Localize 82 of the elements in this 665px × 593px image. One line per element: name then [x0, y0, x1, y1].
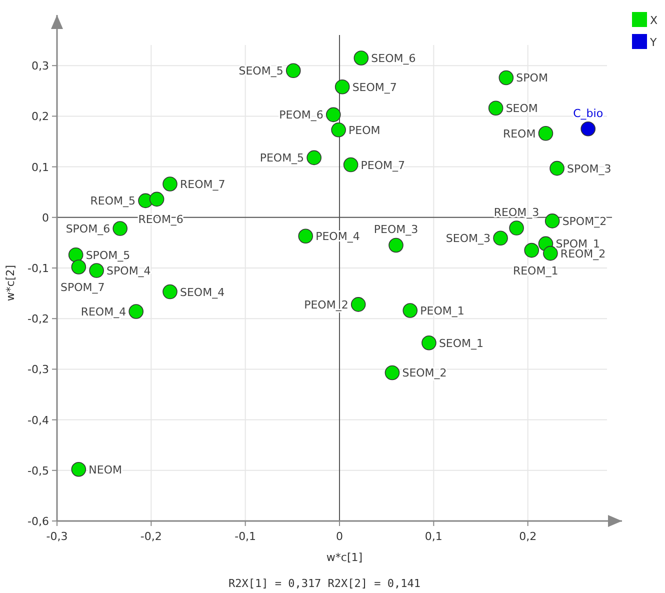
annotation: SEOM_5 [238, 64, 284, 78]
y-tick-label: 0,2 [32, 110, 49, 124]
x-tick-label: 0,1 [424, 530, 442, 543]
point [71, 462, 86, 477]
point [509, 220, 524, 236]
point [580, 121, 596, 136]
legend-label: X [650, 14, 658, 27]
point [71, 260, 86, 274]
annotation: NEOM [88, 463, 122, 476]
y-tick-label: 0,3 [32, 60, 49, 73]
annotation: REOM_1 [512, 264, 558, 278]
annotation: SEOM_1 [438, 336, 484, 350]
point [550, 160, 564, 176]
point [331, 122, 346, 138]
y-tick-label: -0,1 [28, 262, 49, 275]
annotation: SEOM_6 [371, 52, 416, 66]
x-tick-label: -0,2 [140, 530, 162, 543]
annotation: PEOM_1 [420, 304, 464, 318]
point [544, 214, 560, 228]
point [543, 246, 558, 261]
point [128, 304, 144, 319]
annotation: REOM [502, 127, 536, 140]
point [402, 303, 418, 318]
annotation: PEOM_3 [374, 223, 418, 236]
annotation: REOM_3 [494, 206, 540, 220]
annotation: SPOM_4 [106, 264, 151, 278]
point [162, 284, 178, 300]
point [354, 50, 369, 66]
y-tick-label: -0,5 [28, 464, 49, 478]
x-axis-title: w*c[1] [326, 551, 363, 564]
point [68, 247, 84, 262]
point [162, 176, 178, 192]
annotation: SPOM_5 [86, 248, 130, 262]
point [298, 228, 313, 244]
point [538, 126, 554, 141]
annotation: SEOM_4 [180, 286, 225, 299]
y-tick-label: -0,6 [28, 515, 49, 528]
annotation: SEOM_2 [402, 366, 447, 380]
annotation: PEOM_5 [260, 152, 304, 165]
point [112, 221, 128, 236]
point [488, 100, 504, 116]
point [286, 63, 301, 78]
point [422, 335, 436, 350]
point [326, 107, 341, 122]
annotation: SEOM [506, 102, 538, 116]
annotation: PEOM_7 [360, 158, 406, 172]
annotation: SPOM [516, 72, 548, 85]
y-tick-label: -0,2 [28, 312, 49, 326]
text: R2X[1] = 0,317 R2X[2] = 0,141 [228, 577, 421, 590]
point [350, 297, 366, 312]
annotation: SEOM_7 [352, 80, 397, 94]
y-tick-label: -0,3 [28, 363, 49, 376]
point [388, 238, 404, 253]
annotation: SPOM_3 [567, 162, 612, 176]
annotation: SEOM_3 [446, 232, 491, 246]
y-tick-label: 0 [42, 211, 49, 224]
annotation: PEOM_6 [279, 108, 324, 122]
point [493, 230, 508, 246]
point [334, 79, 350, 94]
legend-label: Y [649, 36, 657, 49]
annotation: PEOM [348, 124, 380, 137]
point [149, 192, 164, 207]
annotation: C_bio [573, 106, 604, 120]
annotation: REOM_4 [80, 306, 126, 319]
x-tick-label: -0,1 [234, 530, 256, 543]
point [384, 365, 400, 380]
point [524, 242, 539, 258]
y-axis-title: w*c[2] [4, 264, 17, 302]
x-tick-label: -0,3 [46, 530, 68, 543]
annotation: SPOM_2 [562, 214, 607, 228]
annotation: REOM_5 [90, 194, 136, 208]
y-tick-label: -0,4 [28, 414, 49, 427]
x-tick-label: 0,2 [519, 530, 537, 543]
annotation: SPOM_7 [60, 280, 105, 294]
point [306, 150, 322, 166]
point [343, 157, 358, 172]
annotation: REOM_7 [180, 178, 226, 192]
y-tick-label: 0,1 [32, 160, 49, 174]
point [498, 70, 514, 86]
x-tick-label: 0 [336, 530, 343, 543]
annotation: SPOM_6 [66, 222, 110, 236]
point [89, 263, 104, 278]
